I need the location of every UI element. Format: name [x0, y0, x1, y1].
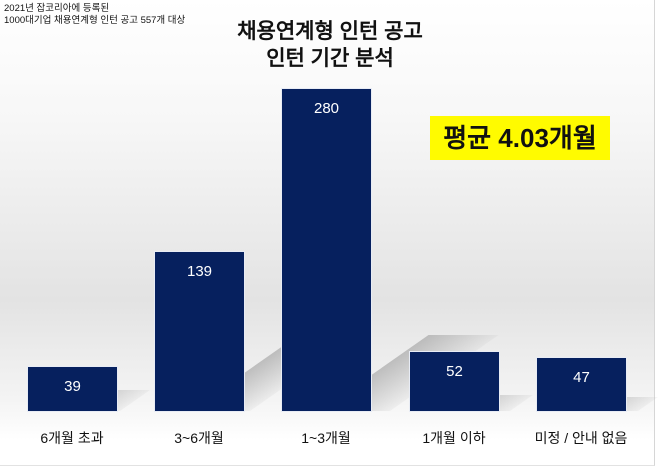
x-label: 1개월 이하 [422, 430, 486, 446]
bar-3-6-months: 139 [154, 251, 245, 412]
source-note: 2021년 잡코리아에 등록된 1000대기업 채용연계형 인턴 공고 557개… [4, 3, 185, 27]
x-label: 6개월 초과 [40, 430, 104, 446]
bar-6plus-months: 39 [27, 366, 118, 412]
bar-undecided: 47 [536, 357, 627, 412]
average-badge: 평균 4.03개월 [430, 116, 610, 160]
bar-under-1-month: 52 [409, 351, 500, 412]
x-label: 1~3개월 [301, 430, 351, 446]
bar-value: 280 [313, 100, 340, 117]
bar-value: 52 [446, 363, 463, 380]
bar-value: 39 [64, 378, 81, 395]
bar-value: 139 [186, 263, 213, 280]
chart-title-line2: 인턴 기간 분석 [266, 47, 394, 70]
x-label: 3~6개월 [174, 430, 224, 446]
bar-1-3-months: 280 [281, 88, 372, 412]
source-note-line2: 1000대기업 채용연계형 인턴 공고 557개 대상 [4, 15, 186, 26]
chart-title-line1: 채용연계형 인턴 공고 [237, 20, 423, 43]
x-label: 미정 / 안내 없음 [534, 430, 628, 446]
bar-value: 47 [573, 369, 590, 386]
source-note-line1: 2021년 잡코리아에 등록된 [4, 3, 110, 14]
chart-title: 채용연계형 인턴 공고 인턴 기간 분석 [200, 18, 460, 72]
